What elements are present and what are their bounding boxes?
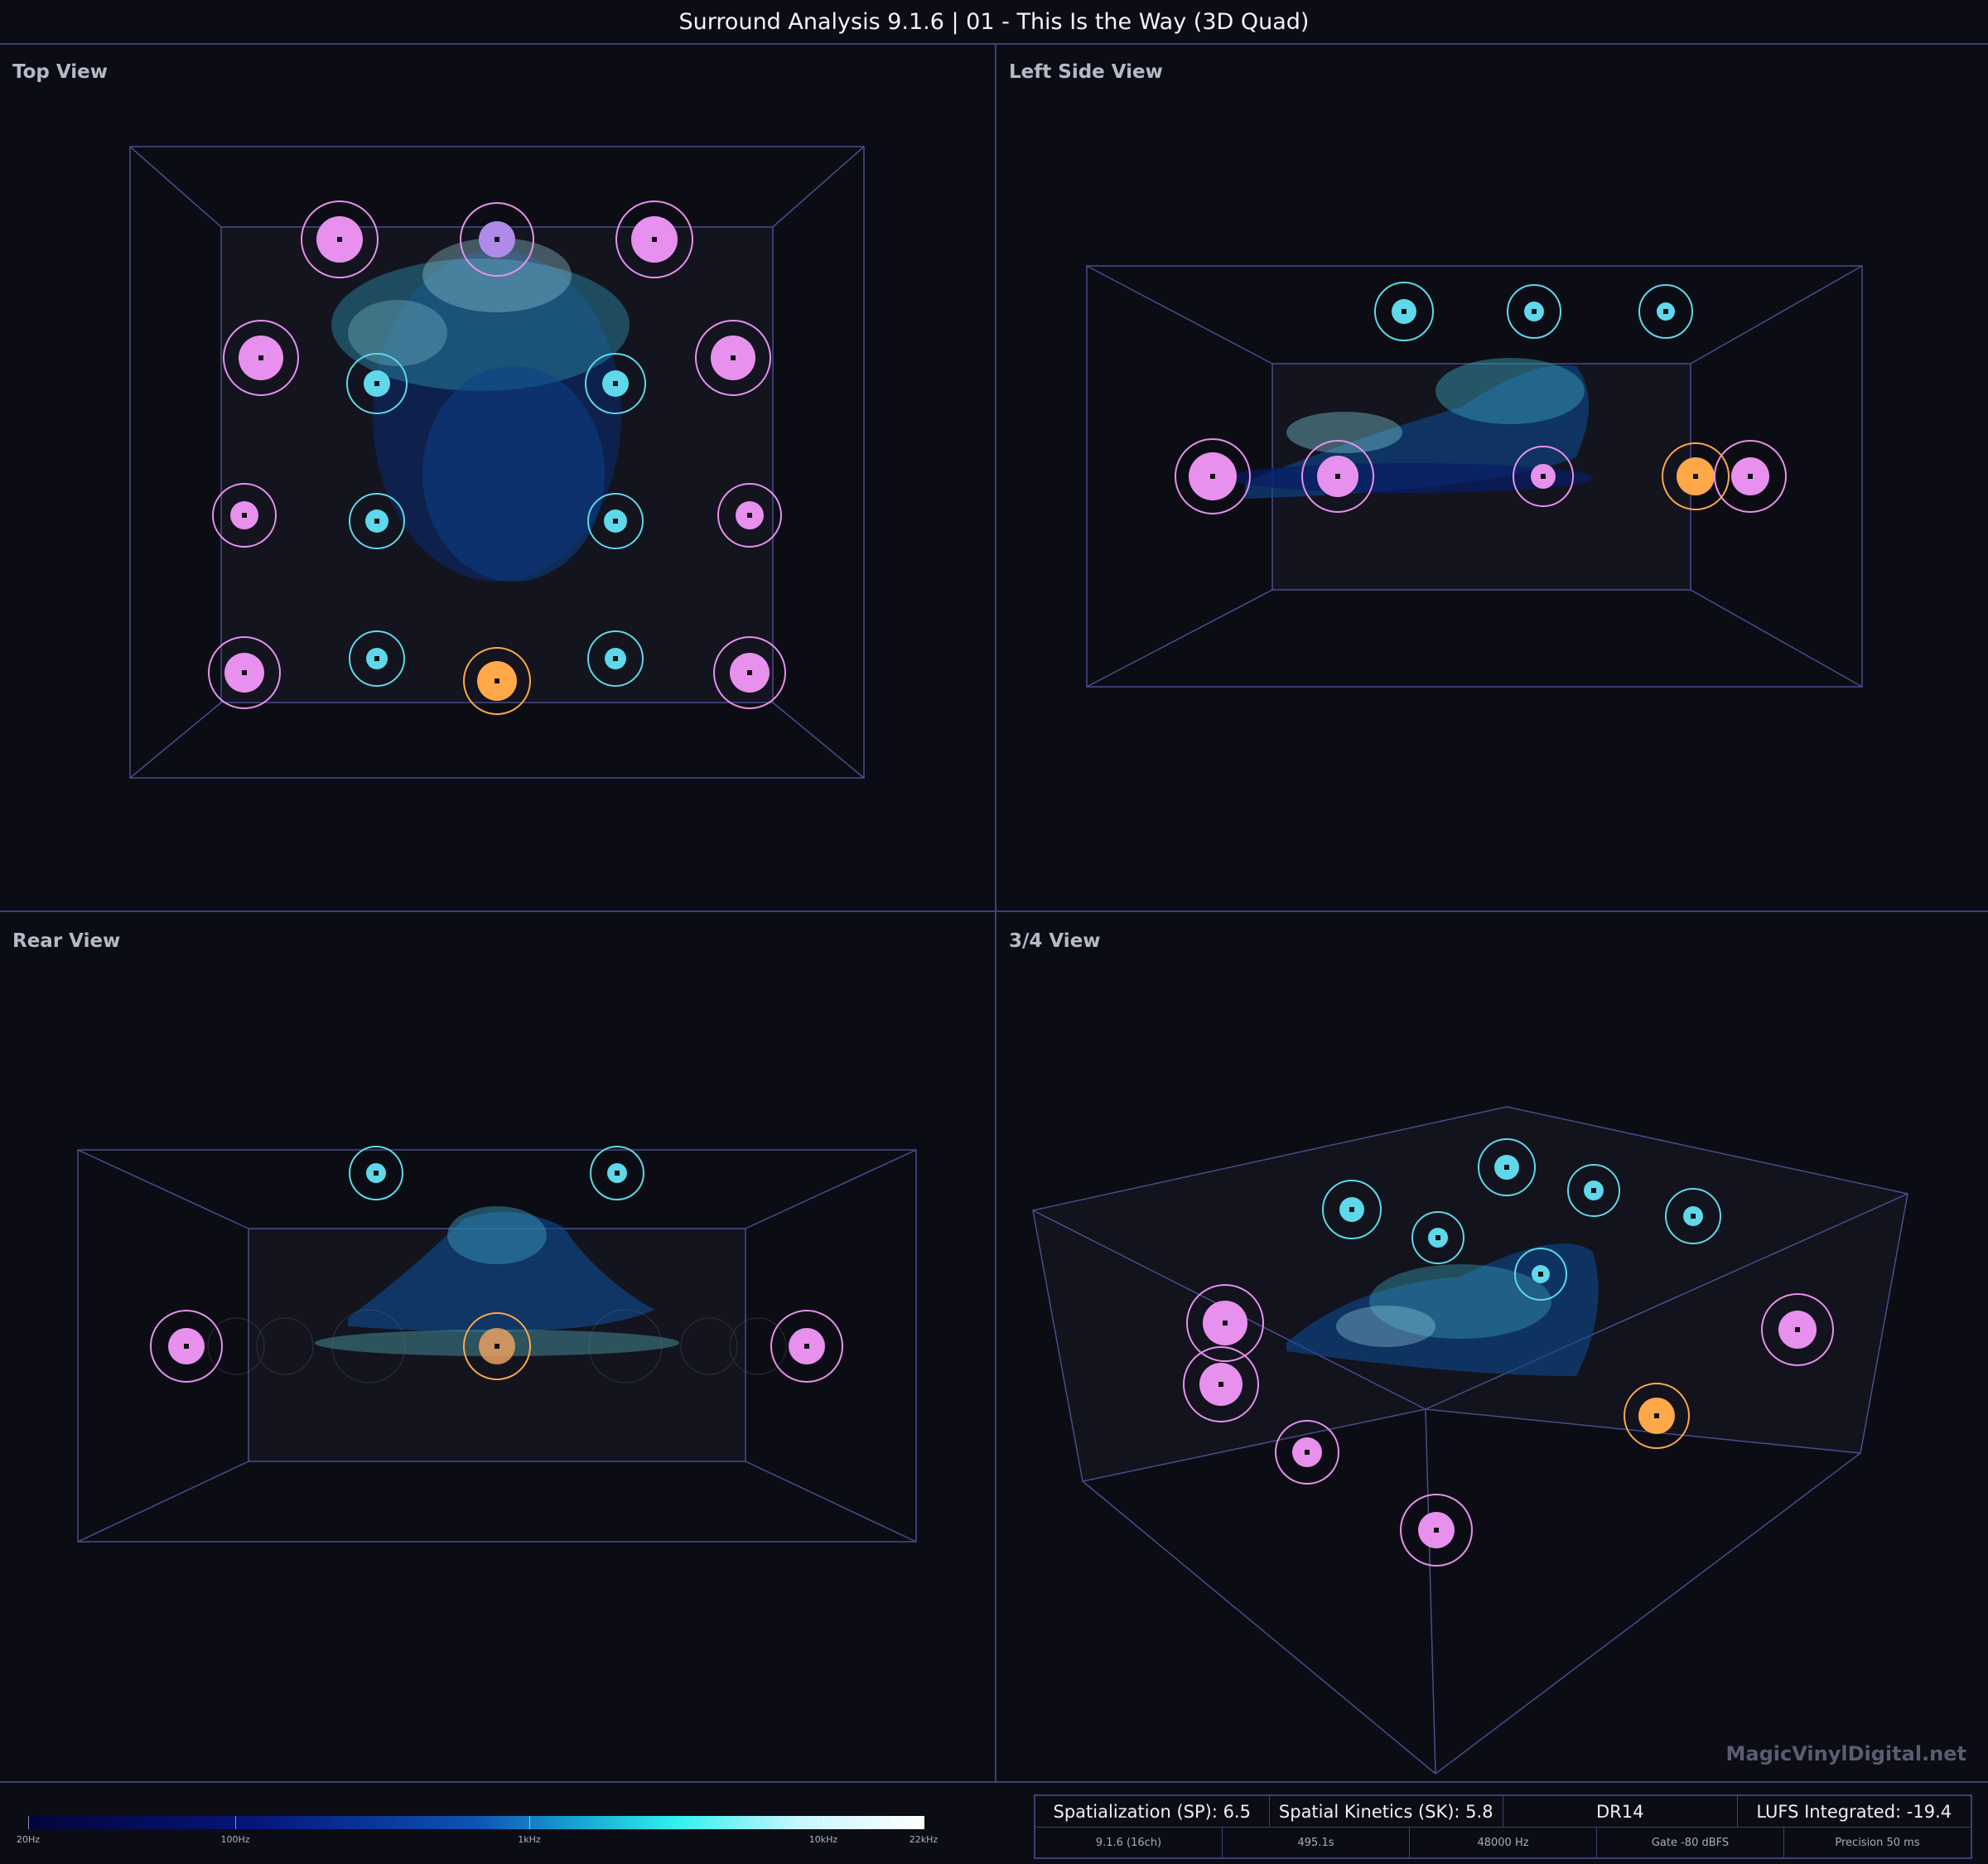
speakers — [208, 200, 786, 715]
legend-tick-label: 22kHz — [909, 1834, 939, 1845]
speaker-ear — [1761, 1293, 1834, 1366]
legend-tick — [28, 1816, 29, 1829]
speaker-ear — [301, 200, 379, 278]
precision-stat: Precision 50 ms — [1835, 1837, 1920, 1849]
legend-tick — [529, 1816, 530, 1829]
speaker-ear — [1186, 1284, 1264, 1362]
gate-stat: Gate -80 dBFS — [1597, 1828, 1784, 1858]
top-view-panel[interactable]: Top View — [0, 43, 994, 910]
legend-tick-label: 20Hz — [16, 1834, 41, 1845]
speaker-ear — [212, 483, 277, 548]
room-outer — [1086, 265, 1863, 688]
vertical-divider — [995, 43, 996, 1781]
view-label: 3/4 View — [1009, 930, 1101, 952]
speaker-height — [1374, 282, 1434, 341]
view-label: Left Side View — [1009, 61, 1163, 83]
speaker-height — [1514, 1248, 1567, 1301]
speaker-height — [585, 353, 646, 414]
speakers — [1183, 1138, 1834, 1567]
footer-divider — [0, 1781, 1988, 1783]
view-label: Rear View — [12, 930, 121, 952]
legend-tick-label: 10kHz — [808, 1834, 838, 1845]
stats-secondary-row: 9.1.6 (16ch) 495.1s 48000 Hz Gate -80 dB… — [1035, 1828, 1971, 1858]
sound-cloud — [331, 238, 630, 582]
legend-tick — [823, 1816, 824, 1829]
speaker-ear — [460, 202, 534, 277]
spatialization-stat: Spatialization (SP): 6.5 — [1035, 1796, 1270, 1827]
frequency-color-legend: 20Hz 100Hz 1kHz 10kHz 22kHz — [17, 1816, 938, 1856]
stats-table: Spatialization (SP): 6.5 Spatial Kinetic… — [1034, 1794, 1972, 1859]
stats-primary-row: Spatialization (SP): 6.5 Spatial Kinetic… — [1035, 1796, 1971, 1828]
speaker-height — [1322, 1180, 1382, 1239]
speaker-ear — [713, 636, 786, 709]
speaker-ear — [1175, 438, 1251, 514]
three-quarter-view-canvas[interactable] — [996, 912, 1988, 1781]
speaker-ear — [1714, 440, 1787, 513]
speaker-height — [1411, 1211, 1464, 1264]
speaker-ear — [1400, 1494, 1473, 1567]
horizontal-divider — [0, 910, 1988, 912]
speaker-ear — [208, 636, 281, 709]
format-stat: 9.1.6 (16ch) — [1035, 1828, 1223, 1858]
speakers — [150, 1146, 843, 1384]
three-quarter-view-panel[interactable]: 3/4 View — [996, 912, 1988, 1779]
speaker-ear — [717, 483, 782, 548]
speaker-height — [1567, 1164, 1620, 1217]
speaker-height — [1665, 1188, 1721, 1244]
speaker-height — [349, 493, 405, 549]
legend-tick-label: 100Hz — [220, 1834, 250, 1845]
spatial-kinetics-stat: Spatial Kinetics (SK): 5.8 — [1270, 1796, 1503, 1827]
speaker-ear — [615, 200, 693, 278]
speakers — [1175, 282, 1787, 514]
speaker-height — [587, 630, 644, 687]
watermark: MagicVinylDigital.net — [1725, 1742, 1966, 1765]
speaker-ear — [695, 320, 771, 396]
room-wireframe — [1032, 1106, 1908, 1775]
legend-tick — [235, 1816, 236, 1829]
speaker-ear — [1513, 446, 1574, 507]
speaker-ear — [223, 320, 299, 396]
speaker-ear — [770, 1310, 843, 1383]
speaker-center — [1624, 1383, 1690, 1449]
view-label: Top View — [12, 61, 109, 83]
top-view-canvas[interactable] — [0, 43, 994, 910]
speaker-ear — [1183, 1346, 1259, 1422]
sample-rate-stat: 48000 Hz — [1410, 1828, 1597, 1858]
dynamic-range-stat: DR14 — [1503, 1796, 1738, 1827]
speaker-height — [346, 353, 408, 414]
speaker-height — [1478, 1138, 1536, 1196]
speaker-ghost — [207, 1309, 787, 1384]
left-side-view-panel[interactable]: Left Side View — [996, 43, 1988, 910]
rear-view-canvas[interactable] — [0, 912, 994, 1781]
room-outer — [129, 146, 865, 779]
legend-tick-label: 1kHz — [518, 1834, 541, 1845]
speaker-height — [590, 1146, 644, 1200]
duration-stat: 495.1s — [1223, 1828, 1410, 1858]
speaker-ear — [1301, 440, 1374, 513]
window-title: Surround Analysis 9.1.6 | 01 - This Is t… — [0, 0, 1988, 45]
speaker-center — [463, 647, 531, 715]
speaker-center — [463, 1312, 531, 1380]
speaker-ear — [1275, 1420, 1339, 1485]
speaker-height — [349, 1146, 403, 1200]
rear-view-panel[interactable]: Rear View — [0, 912, 994, 1779]
sound-cloud — [1286, 1243, 1599, 1376]
speaker-height — [1638, 284, 1693, 339]
speaker-center — [1662, 442, 1730, 510]
speaker-ear — [150, 1310, 223, 1383]
left-side-view-canvas[interactable] — [996, 43, 1988, 910]
lufs-stat: LUFS Integrated: -19.4 — [1756, 1801, 1952, 1822]
speaker-height — [1507, 284, 1561, 339]
frequency-gradient-bar — [28, 1816, 924, 1829]
speaker-height — [349, 630, 405, 687]
speaker-height — [587, 493, 644, 549]
room-outer — [77, 1149, 917, 1543]
